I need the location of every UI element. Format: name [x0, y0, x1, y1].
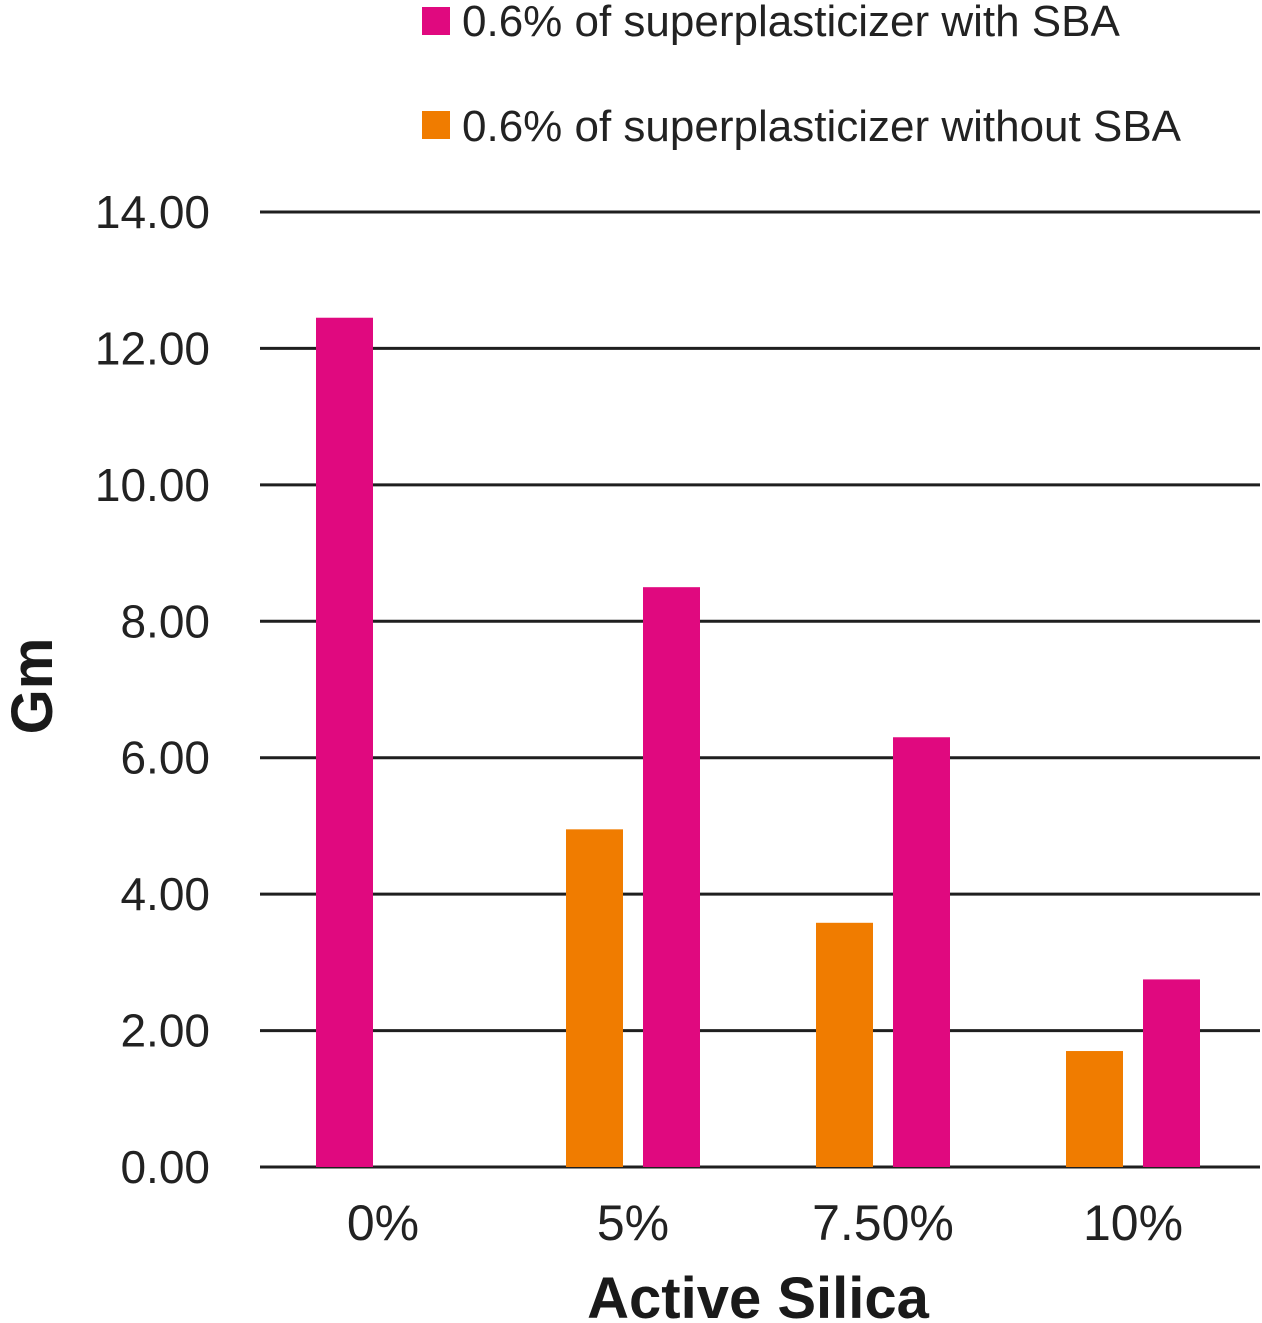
y-axis-title: Gm	[0, 638, 65, 735]
legend-label-without-sba: 0.6% of superplasticizer without SBA	[462, 102, 1182, 151]
gridlines	[260, 210, 1260, 1169]
y-tick-label: 12.00	[95, 322, 210, 374]
bar-without-sba	[1066, 1051, 1123, 1167]
legend: 0.6% of superplasticizer with SBA 0.6% o…	[422, 0, 1182, 151]
bar-with-sba	[316, 317, 373, 1167]
y-tick-label: 14.00	[95, 186, 210, 238]
y-tick-label: 4.00	[120, 868, 210, 920]
bar-with-sba	[1143, 979, 1200, 1167]
bar-without-sba	[816, 922, 873, 1167]
y-tick-label: 0.00	[120, 1141, 210, 1193]
legend-swatch-with-sba	[422, 7, 450, 35]
x-axis-category-labels: 0% 5% 7.50% 10%	[347, 1195, 1183, 1251]
legend-label-with-sba: 0.6% of superplasticizer with SBA	[462, 0, 1121, 46]
bars	[316, 317, 1200, 1167]
bar-with-sba	[893, 737, 950, 1167]
x-category-label: 7.50%	[812, 1195, 954, 1251]
x-category-label: 5%	[597, 1195, 669, 1251]
y-tick-label: 10.00	[95, 459, 210, 511]
bar-with-sba	[643, 587, 700, 1167]
y-axis-tick-labels: 0.00 2.00 4.00 6.00 8.00 10.00 12.00 14.00	[95, 186, 210, 1193]
y-tick-label: 8.00	[120, 595, 210, 647]
x-axis-title: Active Silica	[587, 1266, 929, 1323]
y-tick-label: 2.00	[120, 1005, 210, 1057]
x-category-label: 10%	[1083, 1195, 1183, 1251]
x-category-label: 0%	[347, 1195, 419, 1251]
legend-swatch-without-sba	[422, 111, 450, 139]
y-tick-label: 6.00	[120, 732, 210, 784]
bar-without-sba	[566, 829, 623, 1167]
